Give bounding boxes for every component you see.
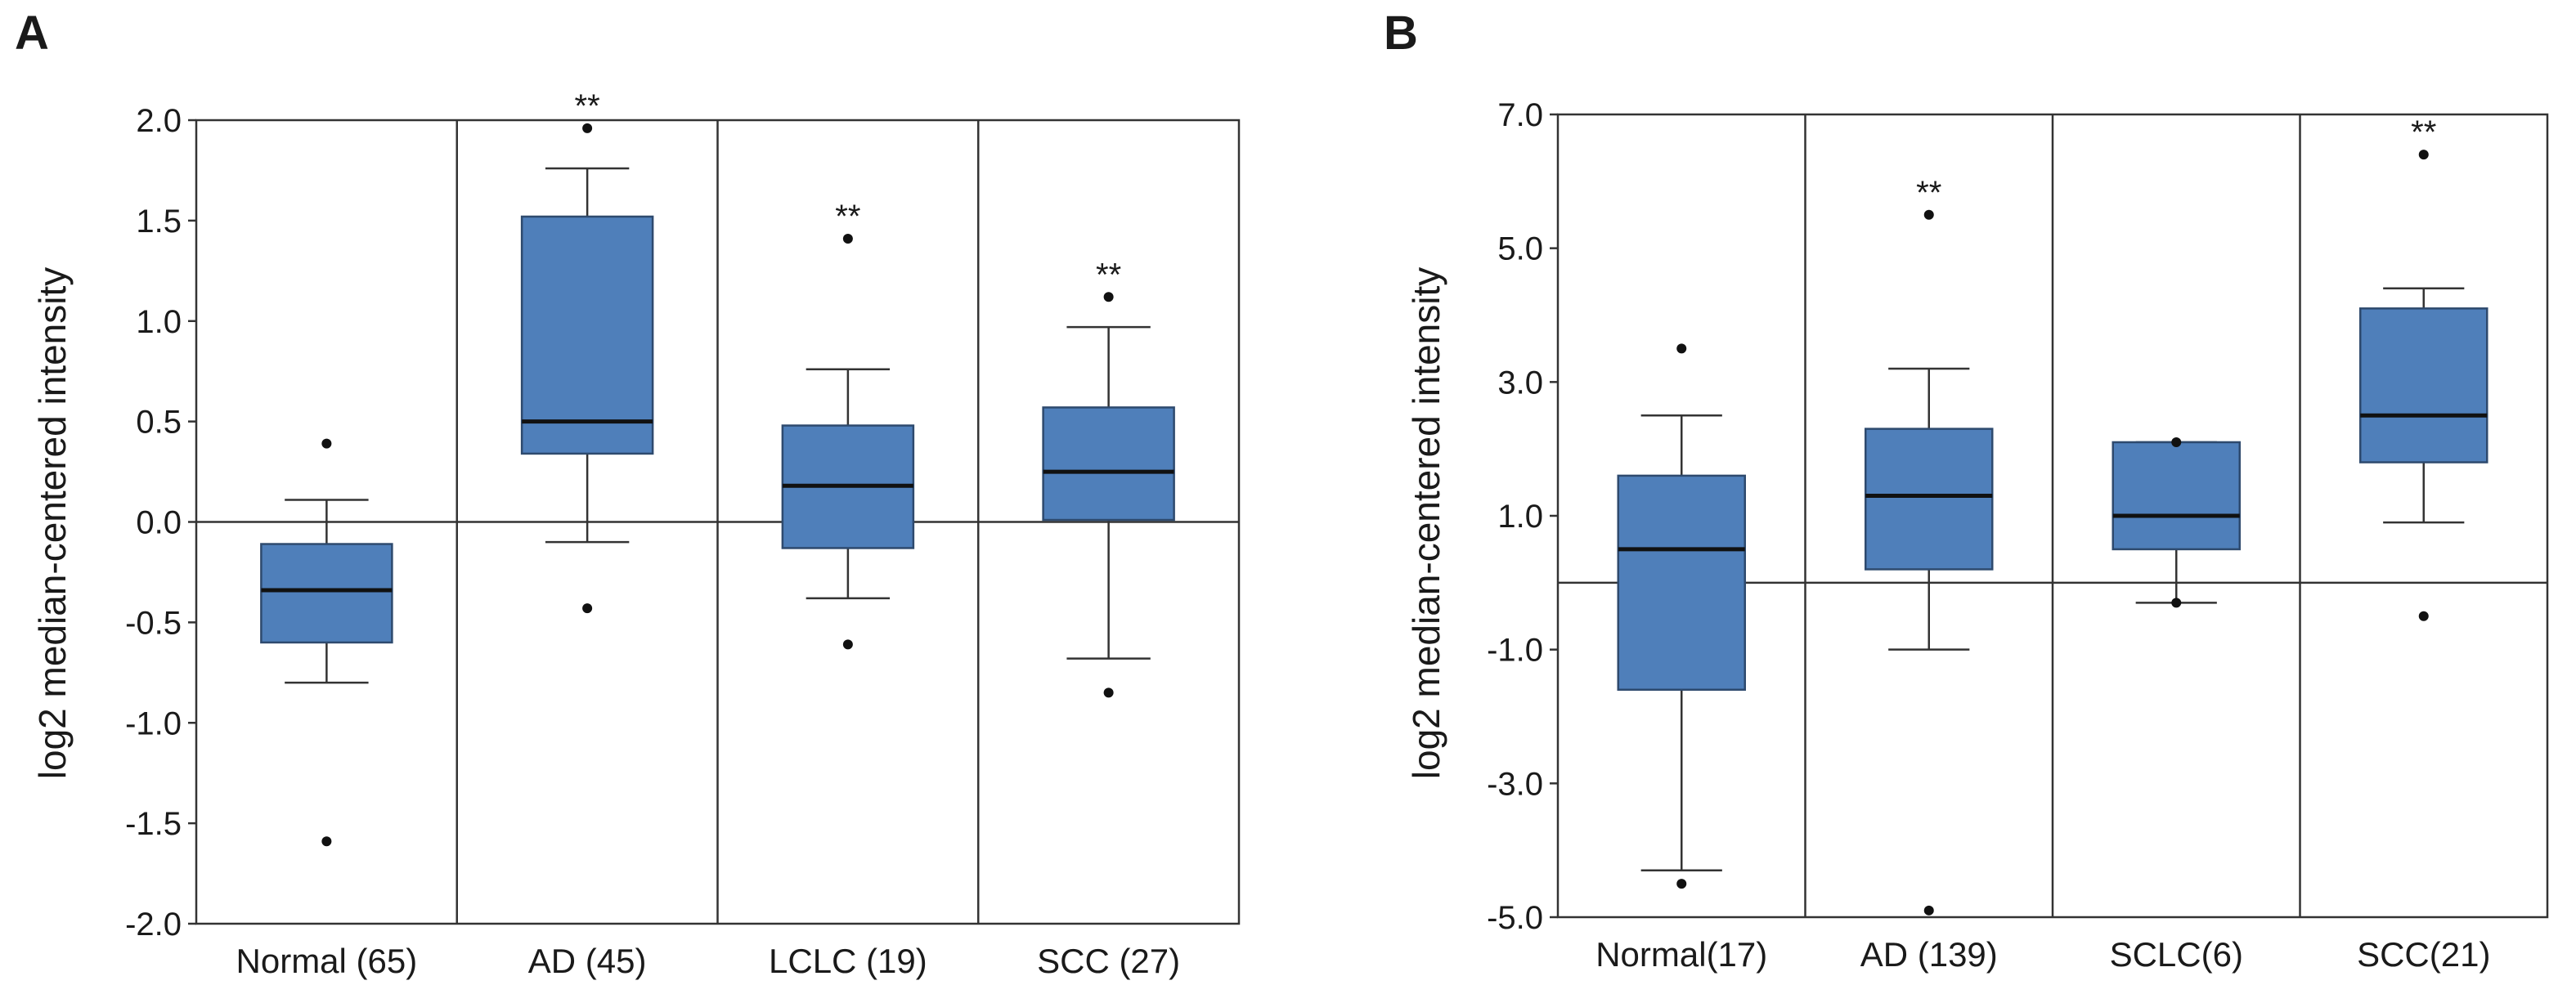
panel-b-box [1617, 474, 1746, 692]
panel-b-outlier-point [1676, 343, 1687, 354]
panel-b-ytick-label: -1.0 [1487, 633, 1543, 669]
panel-b-box [1865, 428, 1994, 571]
panel-b-category-label: SCLC(6) [2110, 935, 2243, 974]
panel-b-ylabel: log2 median-centered intensity [1405, 267, 1447, 779]
panel-a-ytick-label: 1.5 [136, 204, 182, 240]
panel-b-ytick-label: 1.0 [1497, 499, 1543, 535]
panel-a-ytick-label: 1.0 [136, 304, 182, 340]
panel-b-letter: B [1384, 7, 1418, 60]
panel-a-outlier-point [1103, 687, 1114, 698]
panel-a-outlier-point [842, 639, 853, 650]
panel-b-box [2359, 307, 2488, 463]
panel-b-ytick-label: -5.0 [1487, 900, 1543, 936]
panel-b-outlier-point [2418, 150, 2429, 160]
panel-a-ytick-label: -0.5 [125, 605, 182, 641]
panel-a-ytick-label: 2.0 [136, 103, 182, 139]
panel-b-category-label: SCC(21) [2357, 935, 2490, 974]
panel-a-ytick-label: 0.0 [136, 505, 182, 541]
panel-b-outlier-point [2418, 611, 2429, 621]
panel-a-outlier-point [582, 123, 593, 133]
panel-a-box [1042, 406, 1175, 522]
panel-a-ytick-label: -2.0 [125, 907, 182, 943]
panel-a-category-label: AD (45) [528, 942, 647, 980]
panel-b-outlier-point [1923, 209, 1934, 220]
panel-a-outlier-point [321, 836, 332, 847]
panel-b-ytick-label: 3.0 [1497, 365, 1543, 401]
panel-a-outlier-point [1103, 292, 1114, 302]
panel-b-outlier-point [1923, 905, 1934, 916]
panel-a-outlier-point [842, 233, 853, 244]
panel-b-category-label: AD (139) [1860, 935, 1998, 974]
panel-a-category-label: SCC (27) [1037, 942, 1180, 980]
panel-b-outlier-point [2171, 437, 2182, 447]
panel-a-box [520, 215, 654, 455]
panel-a-ytick-label: -1.5 [125, 806, 182, 842]
panel-b-outlier-point [2171, 598, 2182, 608]
panel-a-category-label: LCLC (19) [769, 942, 927, 980]
panel-b-ytick-label: -3.0 [1487, 766, 1543, 802]
panel-a-outlier-point [321, 438, 332, 449]
panel-a-significance-marker: ** [835, 199, 860, 235]
panel-a-significance-marker: ** [1096, 257, 1121, 293]
panel-a-letter: A [15, 7, 49, 60]
panel-b: B log2 median-centered intensity 7.0 5.0 3… [1384, 7, 2549, 974]
panel-b-box [2112, 441, 2241, 551]
panel-b-outlier-point [1676, 879, 1687, 889]
panel-b-ytick-label: 5.0 [1497, 231, 1543, 267]
panel-a-category-label: Normal (65) [236, 942, 418, 980]
panel-a-ytick-label: -1.0 [125, 705, 182, 741]
panel-a-ylabel: log2 median-centered intensity [31, 267, 74, 779]
panel-b-ytick-label: 7.0 [1497, 97, 1543, 133]
panel-b-category-label: Normal(17) [1595, 935, 1767, 974]
panel-a-box [260, 543, 393, 644]
panel-b-significance-marker: ** [2411, 114, 2436, 150]
panel-a: A log2 median-centered intensity 2.0 1.5 1… [15, 7, 1241, 980]
panel-a-outlier-point [582, 603, 593, 614]
panel-a-significance-marker: ** [575, 88, 600, 124]
panel-b-significance-marker: ** [1916, 175, 1941, 211]
panel-a-ytick-label: 0.5 [136, 405, 182, 441]
